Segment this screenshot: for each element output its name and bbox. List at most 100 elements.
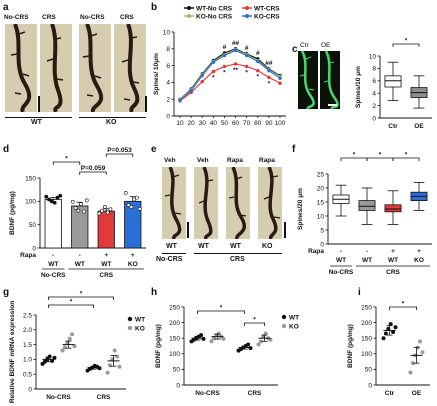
- data-point: [391, 329, 396, 334]
- data-point: [267, 68, 271, 73]
- scale-bar: [284, 222, 286, 238]
- fluorescence-micrograph: [320, 51, 340, 109]
- data-point: [100, 208, 104, 213]
- panel-c: c Ctr OE 0 2 4 6 8 10 Spines/10 μm Ctr OE *: [290, 0, 437, 140]
- panel-label: g: [3, 287, 10, 298]
- group-label: KO: [106, 119, 117, 126]
- chart-d: 0 50 100 150 BDNF (pg/mg) - WT - WT + WT + KO Rapa No-…: [9, 147, 146, 279]
- panel-d: d 0 50 100 150 BDNF (pg/mg) - WT - WT + WT + KO Rapa N…: [0, 140, 150, 285]
- data-point: [132, 197, 137, 202]
- data-point: [209, 339, 214, 344]
- y-tick-label: 15: [317, 199, 325, 206]
- y-tick-label: 0.5: [23, 372, 32, 379]
- x-tick-label: Ctr: [388, 123, 398, 130]
- data-point: [381, 336, 386, 341]
- image-label: Veh: [197, 157, 209, 164]
- genotype-label: KO: [128, 261, 138, 268]
- panel-label: i: [358, 287, 361, 298]
- star-annotation: *: [212, 74, 215, 81]
- x-tick-label: OE: [412, 390, 422, 397]
- image-label: Rapa: [259, 157, 275, 164]
- scale-bar: [38, 96, 40, 112]
- legend-label: WT: [289, 315, 299, 322]
- data-point: [222, 53, 227, 58]
- y-tick-label: 1.0: [23, 357, 32, 364]
- group-label: WT: [31, 119, 42, 126]
- data-point: [256, 342, 261, 347]
- x-tick-label: No-CRS: [46, 394, 71, 401]
- legend-marker: [187, 6, 191, 10]
- data-point: [62, 345, 67, 350]
- y-tick-label: 150: [361, 336, 372, 343]
- y-tick-label: 150: [25, 175, 36, 182]
- y-tick-label: 2.5: [23, 312, 32, 319]
- x-tick-label: CRS: [248, 390, 262, 397]
- y-axis-label: Spines/ 10μm: [153, 53, 160, 95]
- rapa-label: +: [391, 248, 395, 255]
- hash-annotation: ##: [232, 40, 240, 47]
- data-point: [383, 331, 388, 336]
- panel-e: e Veh Veh Rapa Rapa WT WT WT KO No-CRS C…: [150, 140, 290, 285]
- data-point: [107, 363, 112, 368]
- panel-label: d: [3, 144, 10, 155]
- y-tick-label: 1.5: [23, 342, 32, 349]
- image-label: CRS: [42, 14, 56, 21]
- data-point: [189, 89, 193, 93]
- y-tick-label: 0: [176, 382, 180, 389]
- genotype-label: WT: [166, 243, 177, 250]
- genotype-label: KO: [414, 257, 424, 264]
- panel-label: b: [151, 2, 158, 13]
- data-point: [55, 195, 60, 200]
- y-axis-label: Spines/20 μm: [297, 188, 304, 230]
- y-tick-label: 100: [361, 351, 372, 358]
- significance-bracket: [48, 296, 114, 300]
- dendrite-micrograph: [194, 167, 218, 239]
- box: [358, 200, 376, 211]
- image-label: Veh: [164, 157, 176, 164]
- data-point: [201, 336, 206, 341]
- bar: [97, 210, 115, 249]
- y-axis-label: BDNF (pg/mg): [9, 191, 16, 235]
- y-tick-label: 0: [320, 241, 324, 248]
- rapa-label: -: [79, 252, 81, 259]
- y-tick-label: 10: [163, 29, 171, 36]
- significance-bracket: [48, 304, 94, 308]
- significance-label: *: [402, 301, 405, 308]
- scale-bar: [145, 96, 147, 112]
- image-label: No-CRS: [80, 14, 105, 21]
- p-value-label: P=0.059: [81, 165, 106, 172]
- legend-marker: [245, 6, 249, 10]
- dendrite-micrograph: [162, 167, 186, 239]
- rapa-row-label: Rapa: [20, 252, 36, 259]
- data-point: [129, 205, 134, 209]
- image-label: No-CRS: [4, 14, 29, 21]
- panel-label: h: [151, 287, 158, 298]
- group-label: CRS: [99, 272, 113, 279]
- dendrite-micrograph: [258, 167, 282, 239]
- significance-label: *: [80, 291, 83, 298]
- data-point: [84, 198, 89, 203]
- data-point: [244, 53, 249, 58]
- data-point: [137, 206, 142, 211]
- group-underline: [162, 253, 186, 254]
- data-point: [221, 336, 226, 341]
- data-point: [178, 98, 182, 102]
- panel-a: a No-CRS CRS No-CRS CRS WT KO: [0, 0, 150, 130]
- genotype-label: KO: [262, 243, 273, 250]
- data-point: [263, 331, 268, 336]
- fluorescence-micrograph: [298, 51, 318, 109]
- star-annotation: *: [268, 80, 271, 87]
- legend-label: KO-CRS: [254, 14, 280, 21]
- y-axis-label: BDNF (pg/mg): [155, 324, 162, 368]
- data-point: [97, 211, 102, 216]
- y-tick-label: 4: [372, 91, 376, 98]
- rapa-label: +: [417, 248, 421, 255]
- legend-marker: [127, 325, 133, 331]
- y-tick-label: 150: [169, 336, 180, 343]
- x-tick-label: 40: [210, 120, 218, 127]
- legend-label: WT-No CRS: [196, 6, 233, 13]
- genotype-label: WT: [230, 243, 241, 250]
- significance-bracket: [105, 153, 134, 157]
- data-point: [73, 205, 78, 210]
- data-point: [105, 210, 110, 215]
